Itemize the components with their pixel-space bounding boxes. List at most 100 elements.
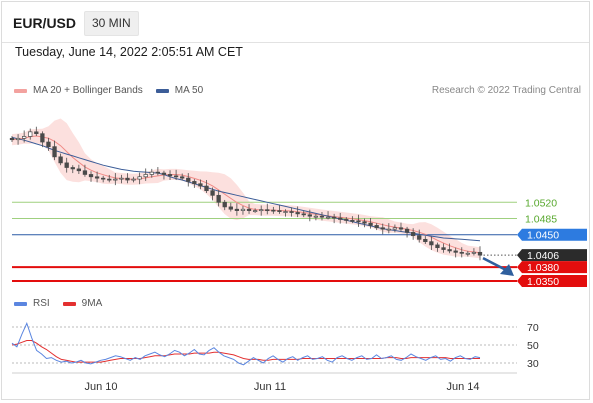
rsi-tick-50: 50 (527, 340, 539, 352)
candle (180, 173, 185, 181)
candle-body (362, 221, 367, 224)
candle-body (198, 183, 203, 187)
candle (453, 247, 458, 258)
candle (155, 167, 161, 176)
symbol-title: EUR/USD (13, 15, 77, 31)
x-tick-jun14: Jun 14 (446, 381, 479, 393)
candle-body (180, 176, 185, 179)
level-label-1.0520: 1.0520 (525, 197, 557, 209)
level-tag-1.0450 (517, 228, 587, 241)
candle (246, 204, 252, 214)
candle (161, 170, 167, 180)
candle (70, 165, 75, 174)
candle-body (107, 178, 112, 181)
candle (52, 140, 57, 161)
candle-body (386, 228, 391, 231)
candle (101, 175, 106, 183)
candle-body (173, 175, 179, 178)
candle (240, 205, 246, 215)
rsi-tick-30: 30 (527, 358, 539, 370)
candle-body (70, 167, 75, 170)
candle (137, 172, 142, 185)
candle-body (34, 131, 39, 135)
candle (222, 199, 227, 211)
candle (338, 212, 343, 224)
level-tag-1.0380 (517, 261, 587, 274)
candle-body (410, 232, 416, 236)
candle-body (113, 178, 118, 181)
legend-label-ma50: MA 50 (174, 85, 204, 96)
candle (46, 137, 51, 151)
candle-body (356, 220, 361, 223)
candle (22, 130, 27, 143)
candle-body (477, 251, 483, 256)
candle-body (404, 228, 410, 233)
candle-body (119, 177, 124, 180)
timestamp: Tuesday, June 14, 2022 2:05:51 AM CET (15, 45, 243, 59)
candle (356, 214, 361, 227)
rsi-ma-line (11, 340, 480, 363)
candle (131, 176, 136, 183)
candle-body (331, 216, 337, 219)
candle-body (441, 247, 446, 250)
level-tag-text-1.0350: 1.0350 (527, 276, 559, 288)
candle (107, 174, 112, 183)
candle-body (76, 168, 82, 172)
candle (344, 217, 349, 224)
candle-body (398, 227, 404, 230)
candle-body (15, 137, 21, 141)
legend-item-ma50: MA 50 (155, 85, 204, 96)
candle-body (9, 137, 15, 141)
candle (410, 228, 416, 240)
candle-body (259, 209, 264, 212)
level-tag-1.0350 (517, 275, 587, 288)
candle (82, 164, 88, 177)
candle (76, 164, 82, 174)
level-tag-text-1.0380: 1.0380 (527, 262, 559, 274)
candle (173, 169, 179, 181)
credit-text: Research © 2022 Trading Central (431, 85, 581, 96)
candle-body (350, 219, 355, 222)
candle-body (52, 146, 57, 158)
rsi-panel: 70 50 30 (11, 322, 539, 370)
candle-body (204, 185, 209, 192)
ma50-swatch (155, 88, 169, 93)
legend-label-rsi: RSI (33, 298, 50, 309)
candle (113, 173, 118, 186)
candle (167, 170, 173, 181)
candle (435, 242, 440, 252)
level-tag-text-1.0450: 1.0450 (527, 230, 559, 242)
candle (34, 126, 39, 136)
candle-body (228, 206, 233, 210)
candle-body (283, 211, 288, 213)
candle-body (161, 172, 167, 175)
candle (380, 223, 385, 235)
candle-body (313, 215, 319, 218)
interval-badge[interactable]: 30 MIN (84, 11, 139, 36)
candle-body (46, 141, 51, 148)
legend-label-ma20: MA 20 + Bollinger Bands (33, 85, 143, 96)
candle-body (22, 136, 27, 139)
candle (404, 226, 410, 238)
bollinger-band (12, 118, 480, 259)
x-tick-jun10: Jun 10 (84, 381, 117, 393)
candle-body (295, 212, 300, 215)
candle-body (240, 208, 246, 211)
candle-body (167, 174, 173, 177)
candle-body (40, 133, 45, 143)
candle (15, 134, 21, 145)
x-tick-jun11: Jun 11 (254, 381, 286, 393)
legend-item-rsi: RSI (14, 298, 50, 309)
candle-body (277, 210, 282, 212)
candle-body (435, 244, 440, 249)
candle (447, 243, 452, 254)
candle-body (471, 251, 477, 254)
candle-body (265, 209, 270, 212)
rsi-line (11, 322, 481, 366)
candle (204, 180, 209, 193)
forecast-arrow-shaft (482, 256, 507, 272)
candle (319, 212, 325, 221)
candle (216, 190, 221, 207)
candle-body (319, 215, 325, 218)
